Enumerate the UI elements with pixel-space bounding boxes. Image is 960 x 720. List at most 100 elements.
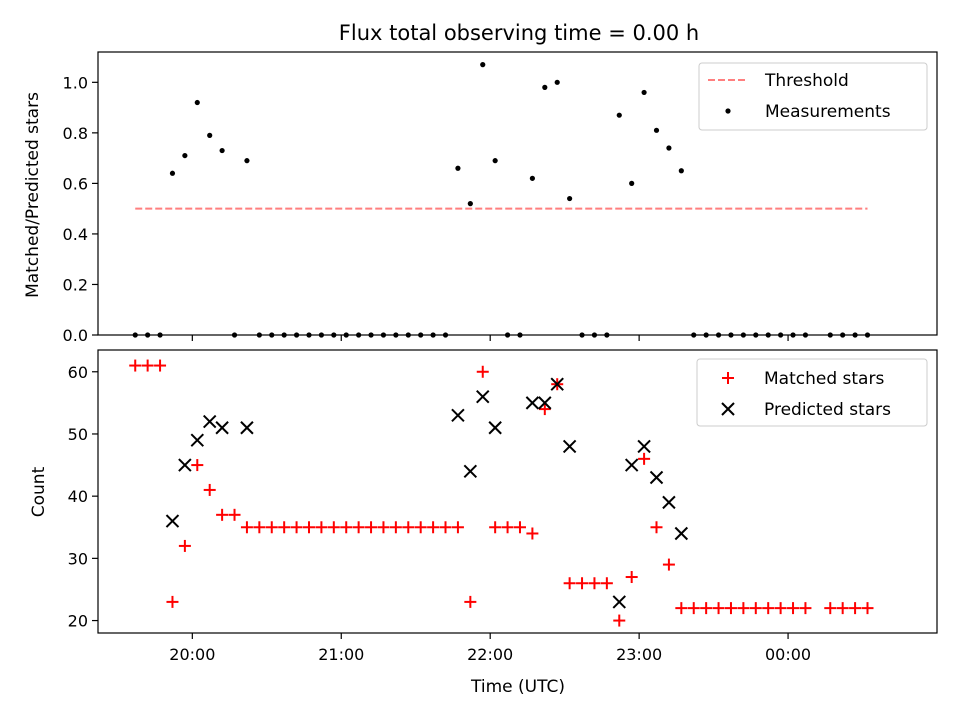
matched-star-marker bbox=[154, 359, 167, 372]
y-tick-label: 0.0 bbox=[63, 326, 88, 345]
matched-star-marker bbox=[513, 521, 526, 534]
ratio-legend-box bbox=[698, 62, 928, 131]
count-axes-frame bbox=[97, 349, 938, 634]
matched-star-marker bbox=[563, 577, 576, 590]
count-legend-box bbox=[696, 358, 928, 427]
predicted-star-marker bbox=[562, 439, 577, 454]
matched-star-marker bbox=[253, 521, 266, 534]
ratio-x-axis bbox=[191, 335, 789, 341]
x-tick-label: 21:00 bbox=[318, 645, 364, 664]
y-tick-label: 1.0 bbox=[63, 73, 88, 92]
ratio-y-axis: 0.0 0.2 0.4 0.6 0.8 1.0 bbox=[63, 73, 98, 345]
y-tick-label: 0.8 bbox=[63, 124, 88, 143]
predicted-star-marker bbox=[178, 458, 192, 472]
predicted-star-marker bbox=[674, 526, 689, 541]
matched-star-marker bbox=[501, 521, 514, 534]
count-x-axis: 20:00 21:00 22:00 23:00 00:00 bbox=[169, 633, 811, 664]
matched-star-marker bbox=[216, 508, 229, 521]
predicted-star-marker bbox=[476, 389, 490, 404]
count-plot-area bbox=[129, 359, 874, 627]
matched-star-marker bbox=[749, 602, 762, 615]
matched-star-marker bbox=[315, 521, 328, 534]
predicted-star-marker bbox=[190, 433, 204, 447]
matched-star-marker bbox=[166, 595, 179, 608]
matched-star-marker bbox=[290, 521, 303, 534]
matched-star-marker bbox=[278, 521, 291, 534]
measurement-point bbox=[467, 201, 473, 207]
matched-star-marker bbox=[650, 521, 663, 534]
matched-star-marker bbox=[588, 577, 601, 590]
predicted-star-marker bbox=[202, 414, 217, 429]
matched-star-marker bbox=[203, 483, 216, 496]
matched-star-marker bbox=[861, 602, 874, 615]
matched-star-marker bbox=[687, 602, 700, 615]
predicted-star-marker bbox=[463, 464, 478, 478]
matched-star-marker bbox=[141, 359, 154, 372]
count-legend: Matched stars Predicted stars bbox=[696, 358, 928, 427]
matched-star-marker bbox=[464, 595, 477, 608]
matched-star-marker bbox=[191, 459, 204, 472]
matched-star-marker bbox=[774, 602, 787, 615]
matched-star-marker bbox=[600, 577, 613, 590]
measurement-point bbox=[492, 158, 498, 164]
y-tick-label: 0.2 bbox=[63, 275, 88, 294]
matched-star-marker bbox=[389, 521, 402, 534]
x-tick-label: 20:00 bbox=[169, 645, 215, 664]
matched-star-marker bbox=[613, 614, 626, 627]
y-tick-label: 40 bbox=[68, 487, 88, 506]
predicted-star-marker bbox=[662, 495, 676, 510]
y-tick-label: 0.4 bbox=[63, 225, 88, 244]
count-y-axis: 20 30 40 50 60 bbox=[68, 363, 98, 631]
y-tick-label: 60 bbox=[68, 363, 88, 382]
measurement-point bbox=[653, 127, 660, 133]
matched-star-marker bbox=[799, 602, 812, 615]
measurement-point bbox=[207, 132, 213, 138]
matched-star-marker bbox=[576, 577, 589, 590]
matched-star-marker bbox=[377, 521, 390, 534]
measurement-point bbox=[678, 168, 684, 174]
predicted-star-marker bbox=[525, 396, 540, 410]
predicted-star-marker bbox=[637, 439, 651, 454]
predicted-star-marker bbox=[612, 595, 626, 609]
count-y-axis-label: Count bbox=[29, 466, 49, 517]
y-tick-label: 20 bbox=[68, 612, 88, 631]
measurements-legend-swatch bbox=[725, 108, 731, 114]
count-panel: 20 30 40 50 60 20:00 21:00 22:00 23:00 00:00 Cou… bbox=[29, 349, 938, 697]
y-tick-label: 50 bbox=[68, 425, 88, 444]
predicted-star-marker bbox=[488, 421, 502, 435]
matched-star-marker bbox=[824, 602, 837, 615]
chart-title: Flux total observing time = 0.00 h bbox=[339, 21, 699, 45]
matched-star-marker bbox=[625, 571, 638, 584]
matched-star-marker bbox=[414, 521, 427, 534]
matched-star-marker bbox=[724, 602, 737, 615]
ratio-y-axis-label: Matched/Predicted stars bbox=[23, 92, 43, 298]
predicted-star-marker bbox=[624, 458, 639, 472]
matched-star-marker bbox=[762, 602, 775, 615]
predicted-star-marker bbox=[215, 421, 229, 435]
predicted-star-marker bbox=[538, 396, 552, 410]
x-tick-label: 23:00 bbox=[616, 645, 662, 664]
matched-star-marker bbox=[439, 521, 452, 534]
measurements-legend-label: Measurements bbox=[765, 102, 891, 122]
x-tick-label: 22:00 bbox=[467, 645, 513, 664]
matched-star-marker bbox=[476, 365, 489, 378]
matched-star-marker bbox=[265, 521, 278, 534]
measurement-point bbox=[567, 195, 573, 202]
measurement-point bbox=[455, 165, 461, 171]
predicted-star-marker bbox=[451, 408, 465, 423]
measurement-point bbox=[641, 89, 647, 96]
matched-star-marker bbox=[302, 521, 315, 534]
matched-legend-label: Matched stars bbox=[764, 369, 884, 389]
matched-star-marker bbox=[787, 602, 800, 615]
matched-star-marker bbox=[178, 539, 191, 552]
matched-star-marker bbox=[129, 359, 142, 372]
measurement-point bbox=[219, 147, 225, 154]
measurement-point bbox=[542, 84, 548, 90]
matched-star-marker bbox=[662, 558, 675, 571]
measurement-point bbox=[666, 145, 672, 151]
matched-star-marker bbox=[427, 521, 440, 534]
measurement-point bbox=[629, 180, 635, 186]
predicted-star-marker bbox=[165, 514, 180, 528]
matched-star-marker bbox=[489, 521, 502, 534]
